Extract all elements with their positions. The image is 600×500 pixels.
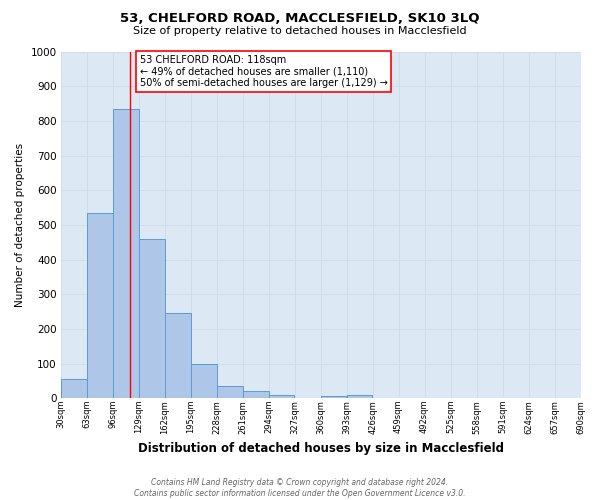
Bar — [243, 391, 269, 398]
Bar — [139, 239, 164, 398]
Bar — [113, 108, 139, 399]
Bar — [321, 396, 346, 398]
Text: 53, CHELFORD ROAD, MACCLESFIELD, SK10 3LQ: 53, CHELFORD ROAD, MACCLESFIELD, SK10 3L… — [120, 12, 480, 26]
Bar — [347, 395, 373, 398]
X-axis label: Distribution of detached houses by size in Macclesfield: Distribution of detached houses by size … — [137, 442, 503, 455]
Bar — [61, 380, 86, 398]
Bar — [269, 395, 295, 398]
Bar — [87, 213, 113, 398]
Text: 53 CHELFORD ROAD: 118sqm
← 49% of detached houses are smaller (1,110)
50% of sem: 53 CHELFORD ROAD: 118sqm ← 49% of detach… — [140, 55, 388, 88]
Text: Contains HM Land Registry data © Crown copyright and database right 2024.
Contai: Contains HM Land Registry data © Crown c… — [134, 478, 466, 498]
Text: Size of property relative to detached houses in Macclesfield: Size of property relative to detached ho… — [133, 26, 467, 36]
Bar — [165, 314, 191, 398]
Bar — [217, 386, 242, 398]
Y-axis label: Number of detached properties: Number of detached properties — [15, 143, 25, 307]
Bar — [191, 364, 217, 398]
